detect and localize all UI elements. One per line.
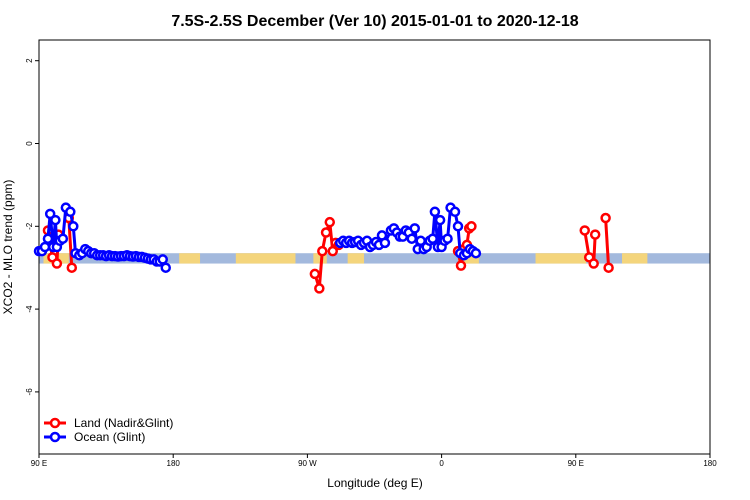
x-tick-label: 90 E [568,459,584,468]
land-point [466,221,477,232]
ocean-point [57,233,69,244]
land-band-segment [313,253,327,264]
legend-land-label: Land (Nadir&Glint) [74,416,173,430]
ocean-point [429,206,441,218]
y-axis: 2 0 -2 -4 -6 [25,58,39,396]
land-point [588,258,599,269]
land-point [317,245,328,257]
land-point [455,260,467,271]
ocean-point [406,233,418,244]
land-point [600,212,611,224]
land-band-segment [535,253,587,264]
ocean-point [160,262,171,273]
y-tick-label: 0 [25,141,34,146]
x-tick-label: 90 E [31,459,47,468]
legend-land-marker [49,417,61,429]
land-point [66,262,78,273]
ocean-point [442,233,453,244]
land-point [589,229,601,240]
y-tick-label: -6 [25,388,34,396]
series-layer [33,202,614,294]
ocean-point [44,208,56,220]
ocean-point [379,237,391,249]
land-band-segment [235,253,296,264]
land-point [314,283,325,294]
ocean-point [65,206,76,218]
ocean-point [50,214,61,226]
x-tick-label: 90 W [298,459,317,468]
land-band-segment [347,253,365,264]
x-tick-label: 180 [703,459,717,468]
chart-title: 7.5S-2.5S December (Ver 10) 2015-01-01 t… [171,13,578,30]
ocean-point [157,254,169,265]
ocean-point [470,247,482,259]
land-point [603,262,614,273]
x-tick-label: 0 [439,459,444,468]
ocean-point [68,221,79,232]
legend-ocean-label: Ocean (Glint) [74,430,145,444]
y-tick-label: -2 [25,222,34,230]
x-axis-label: Longitude (deg E) [327,476,422,490]
ocean-point [452,221,464,232]
y-axis-label: XCO2 - MLO trend (ppm) [1,180,15,315]
ocean-point [39,241,51,253]
land-point [324,216,336,228]
ocean-point [42,233,54,244]
land-line [604,217,611,268]
ocean-point [409,223,421,234]
ocean-point [434,214,446,226]
land-point [579,225,590,236]
ocean-series [33,202,482,273]
ocean-point [427,233,438,244]
legend-ocean-marker [49,431,61,443]
y-tick-label: 2 [25,58,34,63]
x-axis: 90 E 180 90 W 0 90 E 180 [31,454,717,468]
ocean-band [39,253,710,264]
legend: Land (Nadir&Glint) Ocean (Glint) [44,416,173,444]
y-tick-label: -4 [25,305,34,313]
land-point [51,258,63,269]
ocean-point [449,206,461,218]
land-band-segment [179,253,201,264]
land-point [309,268,321,280]
land-band-segment [458,253,479,264]
land-point [320,227,332,238]
land-band-segment [622,253,648,264]
x-tick-label: 180 [167,459,181,468]
